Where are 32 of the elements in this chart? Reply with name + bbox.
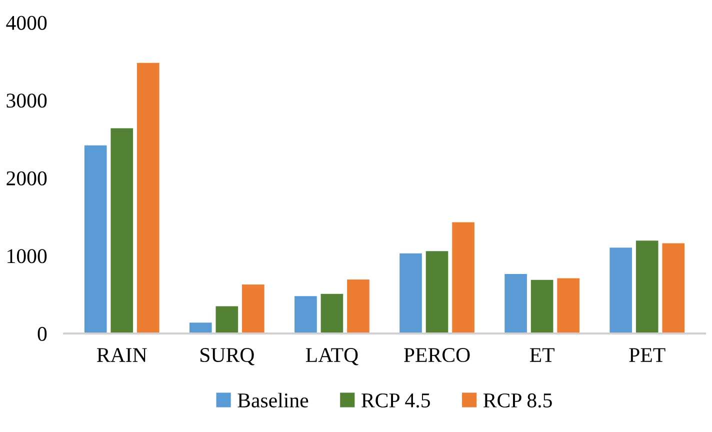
y-tick-label: 4000: [6, 16, 47, 30]
x-tick-label: PET: [629, 348, 666, 362]
legend-label: RCP 8.5: [483, 393, 552, 408]
bar: [347, 279, 370, 334]
bar: [242, 284, 264, 334]
y-tick-label: 3000: [6, 94, 47, 108]
bar: [426, 251, 448, 334]
x-tick-label: PERCO: [404, 348, 470, 362]
legend-label: RCP 4.5: [362, 393, 430, 408]
bar: [84, 145, 107, 334]
bar: [294, 296, 317, 334]
bar: [636, 240, 658, 334]
bar: [110, 128, 134, 334]
bar: [400, 253, 422, 334]
bar: [504, 274, 527, 334]
bar: [452, 222, 474, 334]
y-tick-label: 2000: [6, 171, 47, 186]
y-tick-label: 1000: [8, 249, 47, 264]
x-tick-label: ET: [530, 348, 554, 362]
bar: [189, 322, 212, 334]
bar: [320, 294, 344, 334]
bar: [136, 62, 160, 334]
bar: [662, 243, 685, 334]
y-tick-label: 0: [38, 326, 47, 341]
bar: [216, 306, 238, 334]
bar: [530, 280, 554, 334]
x-tick-label: RAIN: [96, 348, 147, 362]
bar: [610, 248, 632, 334]
x-tick-label: LATQ: [306, 348, 358, 366]
legend-label: Baseline: [238, 392, 308, 408]
bar: [557, 278, 580, 334]
x-tick-label: SURQ: [200, 348, 254, 366]
